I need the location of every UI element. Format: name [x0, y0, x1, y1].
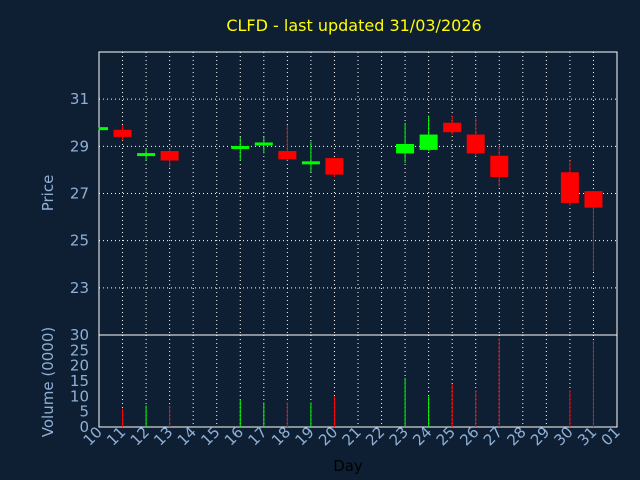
candle-body — [560, 172, 579, 203]
candle-body — [137, 153, 156, 157]
x-tick-labels: 1011121314151617181920212223242526272829… — [80, 423, 624, 449]
volume-tick-label: 20 — [70, 357, 89, 375]
x-axis-label: Day — [333, 457, 363, 475]
volume-plot-area — [98, 334, 618, 428]
volume-axis-label: Volume (0000) — [39, 327, 57, 437]
price-tick-label: 31 — [70, 90, 89, 108]
price-tick-label: 25 — [70, 232, 89, 250]
volume-tick-label: 10 — [70, 387, 89, 405]
candle-body — [466, 134, 485, 154]
candle-body — [160, 151, 179, 161]
candle-body — [419, 134, 438, 150]
candle-body — [278, 151, 297, 160]
candle-body — [490, 155, 509, 177]
price-tick-label: 27 — [70, 185, 89, 203]
volume-tick-label: 0 — [79, 418, 89, 436]
candle-body — [396, 143, 415, 154]
chart-title: CLFD - last updated 31/03/2026 — [226, 16, 481, 35]
candle-body — [443, 122, 462, 133]
candle-body — [325, 158, 344, 175]
candle-body — [301, 161, 320, 165]
price-tick-labels: 31 29 27 25 23 — [70, 90, 89, 297]
candle-body — [231, 146, 250, 150]
volume-tick-label: 5 — [79, 403, 89, 421]
volume-tick-label: 25 — [70, 341, 89, 359]
candle-body — [254, 142, 273, 146]
grid-lines — [99, 52, 617, 427]
candle-body — [113, 129, 132, 137]
volume-bars — [122, 338, 594, 427]
candle-body — [584, 191, 603, 208]
volume-tick-label: 30 — [70, 326, 89, 344]
price-axis-label: Price — [39, 175, 57, 212]
price-tick-label: 29 — [70, 137, 89, 155]
candle-body — [99, 127, 108, 131]
candles — [98, 115, 603, 272]
volume-tick-label: 15 — [70, 372, 89, 390]
price-tick-label: 23 — [70, 279, 89, 297]
